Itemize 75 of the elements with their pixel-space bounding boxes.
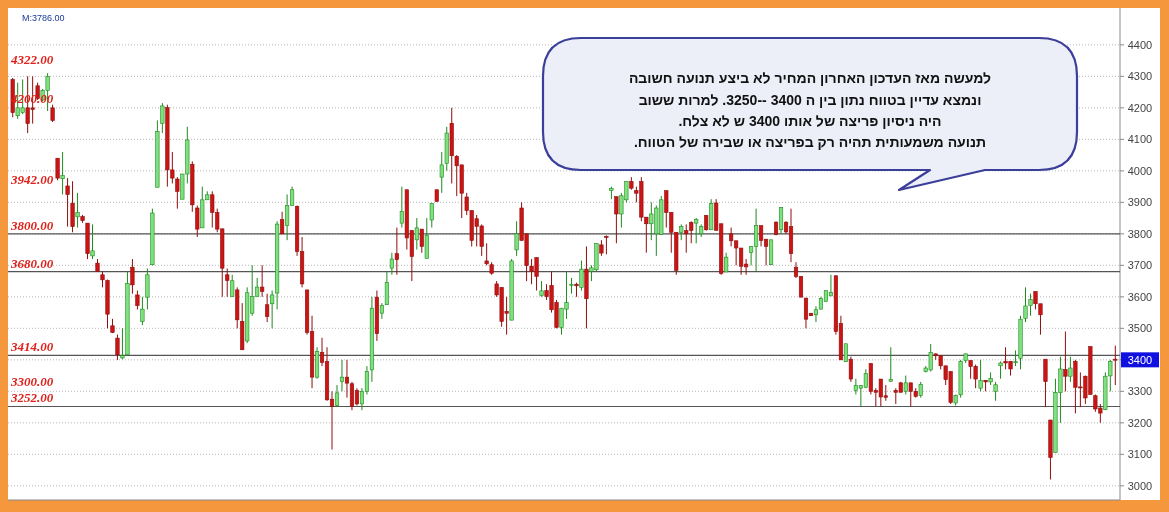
ref-line-label: 3800.00: [10, 217, 54, 233]
candlestick: [484, 242, 489, 266]
candlestick: [429, 202, 434, 229]
candlestick: [888, 346, 893, 383]
annotation: ונמצא עדיין בטווח נתון בין ה 3400 --3250. למרות ששוב: [638, 92, 982, 108]
candlestick: [1063, 330, 1068, 392]
candlestick: [280, 211, 285, 235]
candlestick: [60, 151, 65, 195]
candlestick: [514, 220, 519, 257]
candlestick: [694, 217, 699, 244]
candlestick: [759, 225, 764, 247]
annotation: תנועה משמעותית תהיה רק בפריצה או שבירה של הטווח.: [633, 134, 987, 150]
candlestick: [90, 223, 95, 260]
candlestick: [55, 157, 60, 181]
y-tick-label: 3200: [1127, 416, 1153, 429]
candlestick: [75, 192, 80, 229]
annotation: 3400: [1127, 353, 1153, 366]
y-tick-label: 3700: [1127, 259, 1153, 272]
annotation: M:3786.00: [22, 13, 65, 23]
candlestick: [424, 217, 429, 259]
candlestick: [135, 290, 140, 310]
candlestick: [778, 206, 784, 235]
candlestick: [399, 186, 404, 229]
candlestick: [339, 359, 345, 392]
y-tick-label: 4300: [1127, 70, 1153, 83]
candlestick: [604, 234, 609, 255]
candlestick: [225, 267, 230, 298]
candlestick: [195, 204, 200, 238]
candlestick: [724, 252, 729, 273]
candlestick: [414, 217, 419, 251]
y-tick-label: 4400: [1127, 38, 1153, 51]
candlestick: [389, 252, 394, 276]
candlestick: [70, 180, 75, 233]
y-tick-label: 4200: [1127, 101, 1153, 114]
annotation: היה ניסיון פריצה של אותו 3400 ש לא צלח.: [678, 113, 942, 129]
y-tick-label: 4100: [1127, 133, 1153, 146]
y-tick-label: 3100: [1127, 448, 1153, 461]
candlestick: [439, 151, 444, 194]
candlestick: [115, 334, 120, 361]
annotation: 4322.00: [10, 52, 54, 67]
candlestick: [160, 102, 165, 134]
annotation: 3942.00: [10, 172, 54, 187]
ref-line-label: 3414.00: [10, 339, 54, 355]
ref-line-label: 3680.00: [10, 255, 54, 271]
y-tick-label: 3800: [1127, 227, 1153, 240]
candlestick: [285, 193, 290, 241]
y-tick-label: 3300: [1127, 385, 1153, 398]
candlestick: [993, 381, 998, 402]
annotation: 3300.00: [10, 374, 54, 389]
candlestick: [394, 227, 399, 276]
candlestick: [120, 327, 125, 360]
y-tick-label: 3000: [1127, 479, 1153, 492]
y-tick-label: 4000: [1127, 164, 1153, 177]
candlestick: [614, 196, 619, 244]
candlestick: [145, 267, 150, 310]
y-tick-label: 3600: [1127, 290, 1153, 303]
candlestick: [230, 274, 235, 298]
candlestick: [334, 384, 340, 408]
candlestick: [65, 177, 70, 228]
y-tick-label: 3500: [1127, 322, 1153, 335]
candlestick: [579, 260, 584, 292]
candlestick: [265, 293, 270, 323]
candlestick: [419, 228, 424, 254]
candlestick: [140, 296, 145, 326]
ref-line-label: 3252.00: [10, 390, 54, 406]
annotation: למעשה מאז העדכון האחרון המחיר לא ביצע תנועה חשובה: [628, 70, 992, 86]
candlestick: [260, 264, 265, 298]
candlestick: [130, 258, 135, 295]
candlestick: [1068, 356, 1073, 383]
y-tick-label: 3900: [1127, 196, 1153, 209]
candlestick: [848, 356, 853, 383]
candlestick: [978, 359, 983, 392]
candlestick: [1043, 358, 1048, 408]
candlestick: [1113, 345, 1118, 386]
candlestick: [903, 375, 908, 395]
